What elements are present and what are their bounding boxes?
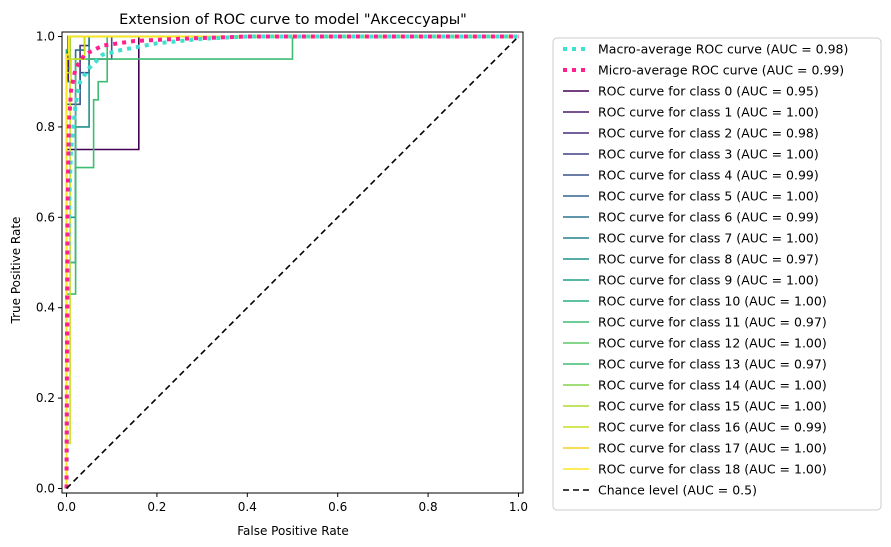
plot-frame [61, 31, 524, 494]
y-tick-label: 0.4 [36, 301, 55, 315]
y-tick-label: 0.0 [36, 481, 55, 495]
y-tick-label: 0.6 [36, 210, 55, 224]
legend-label-14: ROC curve for class 12 (AUC = 1.00) [598, 336, 827, 351]
y-tick-label: 0.2 [36, 391, 55, 405]
legend-label-15: ROC curve for class 13 (AUC = 0.97) [598, 357, 827, 372]
x-tick-label: 0.2 [147, 500, 166, 514]
legend-label-9: ROC curve for class 7 (AUC = 1.00) [598, 231, 819, 246]
x-tick-label: 0.6 [328, 500, 347, 514]
y-tick-label: 1.0 [36, 30, 55, 44]
x-axis-label: False Positive Rate [237, 524, 349, 538]
chart-title: Extension of ROC curve to model "Аксессу… [119, 12, 467, 28]
series-line-15 [65, 35, 519, 489]
legend-label-8: ROC curve for class 6 (AUC = 0.99) [598, 210, 819, 225]
legend-label-19: ROC curve for class 17 (AUC = 1.00) [598, 441, 827, 456]
legend: Macro-average ROC curve (AUC = 0.98) Micr… [552, 37, 882, 511]
legend-label-18: ROC curve for class 16 (AUC = 0.99) [598, 420, 827, 435]
legend-label-6: ROC curve for class 4 (AUC = 0.99) [598, 168, 819, 183]
x-tick-label: 0.4 [238, 500, 257, 514]
legend-label-5: ROC curve for class 3 (AUC = 1.00) [598, 147, 819, 162]
legend-label-20: ROC curve for class 18 (AUC = 1.00) [598, 462, 827, 477]
legend-label-21: Chance level (AUC = 0.5) [598, 483, 757, 498]
legend-label-4: ROC curve for class 2 (AUC = 0.98) [598, 126, 819, 141]
series-line-0 [64, 34, 519, 489]
legend-label-10: ROC curve for class 8 (AUC = 0.97) [598, 252, 819, 267]
plot-lines [64, 34, 520, 490]
legend-label-7: ROC curve for class 5 (AUC = 1.00) [598, 189, 819, 204]
legend-label-1: Micro-average ROC curve (AUC = 0.99) [598, 63, 844, 78]
legend-label-0: Macro-average ROC curve (AUC = 0.98) [598, 42, 848, 57]
legend-label-3: ROC curve for class 1 (AUC = 1.00) [598, 105, 819, 120]
series-line-21 [65, 35, 520, 490]
legend-label-11: ROC curve for class 9 (AUC = 1.00) [598, 273, 819, 288]
legend-label-16: ROC curve for class 14 (AUC = 1.00) [598, 378, 827, 393]
x-tick-label: 1.0 [509, 500, 528, 514]
legend-label-12: ROC curve for class 10 (AUC = 1.00) [598, 294, 827, 309]
y-axis-label: True Positive Rate [9, 217, 23, 325]
y-tick-label: 0.8 [36, 120, 55, 134]
x-tick-label: 0.0 [57, 500, 76, 514]
legend-label-17: ROC curve for class 15 (AUC = 1.00) [598, 399, 827, 414]
legend-label-13: ROC curve for class 11 (AUC = 0.97) [598, 315, 827, 330]
legend-box [552, 37, 882, 511]
axes: 0.0 0.2 0.4 0.6 0.8 1.0 0.0 0.2 0.4 0.6 0.8 1.0 [36, 30, 528, 514]
legend-label-2: ROC curve for class 0 (AUC = 0.95) [598, 84, 819, 99]
x-tick-label: 0.8 [419, 500, 438, 514]
